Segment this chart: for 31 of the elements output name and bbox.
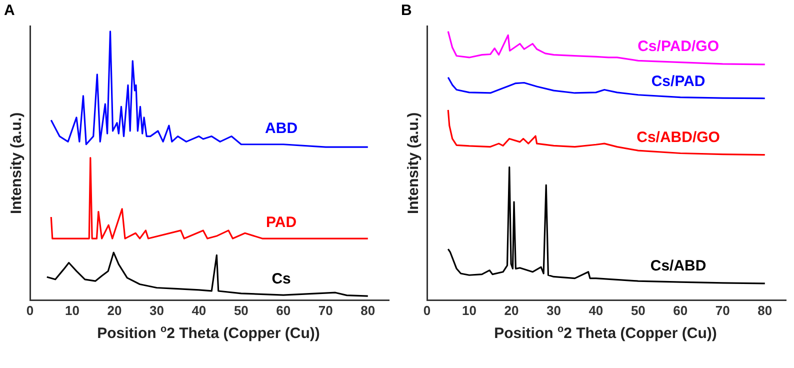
x-tick-label: 70 [715, 302, 730, 318]
x-tick-label: 0 [26, 302, 34, 318]
x-tick-label: 0 [423, 302, 431, 318]
x-tick-label: 10 [65, 302, 80, 318]
x-tick-label: 20 [107, 302, 122, 318]
series-label: Cs/PAD/GO [638, 38, 720, 55]
y-axis-title: Intensity (a.u.) [405, 112, 422, 214]
x-axis-title: Position $^{o}$2 Theta (Copper (Cu)) [493, 324, 718, 342]
x-tick-label: 60 [673, 302, 688, 318]
y-axis-title: Intensity (a.u.) [8, 112, 26, 214]
series-label: Cs/ABD [650, 258, 706, 275]
x-tick-label: 20 [504, 302, 519, 318]
x-tick-label: 30 [149, 302, 164, 318]
series-label: Cs/PAD [651, 72, 706, 90]
x-axis-title: Position $^{o}$2 Theta (Copper (Cu)) [96, 324, 321, 342]
series-label: PAD [266, 214, 297, 232]
x-tick-label: 40 [192, 302, 206, 318]
series-label: ABD [265, 120, 298, 138]
x-tick-label: 30 [546, 302, 561, 318]
x-tick-label: 70 [318, 302, 333, 318]
x-tick-label: 80 [360, 302, 376, 318]
x-tick-label: 80 [758, 302, 772, 318]
x-tick-label: 40 [588, 302, 604, 318]
chart-title: A [4, 2, 15, 20]
series-label: Cs/ABD/GO [636, 128, 720, 146]
series-label: Cs [272, 270, 291, 288]
x-tick-label: 50 [630, 302, 646, 318]
x-tick-label: 50 [234, 302, 248, 318]
x-tick-label: 10 [462, 302, 476, 318]
chart-title: B [401, 2, 412, 20]
x-tick-label: 60 [276, 302, 291, 318]
